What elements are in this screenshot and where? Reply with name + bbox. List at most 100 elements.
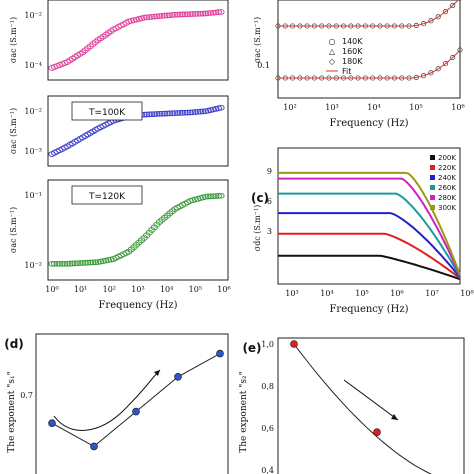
legend-b-item-2: 180K	[342, 57, 363, 66]
panel-b-xtick-label: 10⁴	[367, 103, 380, 112]
data-point-left_mid-45	[163, 110, 171, 117]
data-point-left_top-9	[71, 54, 79, 60]
data-point-left_mid-37	[143, 111, 151, 118]
panel-c-label: (c)	[251, 191, 269, 205]
data-point-left_mid-52	[181, 109, 189, 116]
data-point-left_top-54	[186, 11, 194, 17]
data-point-left_top-7	[66, 57, 74, 64]
panel-left_bot-label: T=120K	[88, 192, 126, 202]
data-point-b-0-44	[435, 14, 441, 20]
guide-arrow-e	[343, 379, 399, 421]
data-point-left_mid-48	[171, 110, 179, 116]
panel-b-ylabel: σac (S.m⁻¹)	[253, 17, 262, 63]
panel-left_bot-xtick-label: 10²	[103, 285, 116, 294]
panel-b-xtick-label: 10²	[283, 103, 296, 112]
series-line-e	[293, 343, 433, 474]
data-point-left_bot-5	[61, 260, 69, 267]
data-point-left_mid-66	[217, 104, 225, 111]
panel-left_mid-ytick-label: 10⁻²	[24, 107, 42, 116]
data-point-d-4	[216, 349, 224, 358]
legend-c-swatch-2	[430, 175, 435, 180]
panel-left_mid-ylabel: σac (S.m⁻¹)	[9, 108, 18, 154]
panel-left_top-ylabel: σac (S.m⁻¹)	[9, 17, 18, 63]
legend-c-swatch-0	[430, 155, 435, 160]
data-point-left_bot-66	[217, 192, 225, 199]
data-point-left_top-55	[189, 11, 197, 17]
panel-c-xtick-label: 10⁵	[355, 289, 368, 298]
legend-c-item-3: 260K	[438, 184, 456, 192]
legend-b-item-1: 160K	[342, 47, 363, 56]
data-point-d-0	[48, 419, 56, 428]
data-point-left_mid-38	[145, 111, 153, 118]
panel-b-xtick-label: 10⁶	[451, 103, 464, 112]
fit-line-b-1	[278, 49, 461, 79]
panel-c-frame	[277, 147, 461, 285]
data-point-left_mid-40	[150, 111, 159, 117]
data-point-b-0-40	[421, 21, 427, 27]
data-point-left_bot-2	[53, 260, 61, 267]
data-point-left_mid-39	[148, 111, 156, 118]
data-point-left_mid-46	[166, 110, 174, 117]
panel-c-xtick-label: 10⁷	[425, 289, 438, 298]
panel-c-ytick-label: 3	[267, 227, 272, 236]
legend-c-swatch-5	[430, 205, 435, 210]
panel-b-ytick-label: 0.1	[257, 61, 270, 70]
panel-left_bot-xtick-label: 10⁰	[45, 285, 58, 294]
panel-d-ylabel: The exponent "s₁"	[7, 371, 17, 452]
panel-b-xtick-label: 10³	[325, 103, 338, 112]
panel-left_bot-xtick-label: 10³	[131, 285, 144, 294]
data-point-left_mid-50	[176, 110, 184, 116]
data-point-left_mid-53	[184, 109, 192, 116]
legend-c-item-4: 280K	[438, 194, 456, 202]
data-point-left_bot-0	[48, 260, 56, 267]
data-point-left_mid-44	[160, 110, 169, 117]
arrowhead-e	[391, 414, 398, 420]
series-line-c-2	[278, 212, 461, 279]
data-point-e-1	[373, 428, 381, 437]
data-point-left_top-49	[173, 11, 182, 18]
data-point-left_top-20	[99, 33, 107, 40]
panel-left_bot-ytick-label: 10⁻²	[24, 261, 42, 270]
data-point-left_top-57	[194, 10, 202, 17]
legend-c-swatch-3	[430, 185, 435, 190]
legend-b-symbol: △	[329, 47, 336, 56]
panel-left_bot-ytick-label: 10⁻¹	[24, 191, 42, 200]
data-point-left_top-59	[199, 10, 207, 17]
series-line-d	[51, 353, 221, 448]
data-point-d-1	[90, 442, 98, 451]
panel-left_mid-ytick-label: 10⁻³	[24, 147, 42, 156]
panel-e-ytick-label: 0,4	[261, 466, 274, 474]
panel-left_bot-ylabel: σac (S.m⁻¹)	[9, 207, 18, 253]
data-point-left_top-11	[76, 50, 84, 57]
panel-left_bot-xtick-label: 10⁵	[189, 285, 202, 294]
data-point-left_bot-4	[58, 260, 66, 267]
data-point-left_top-58	[196, 10, 205, 17]
fit-line-b-0	[278, 0, 459, 27]
data-point-left_top-6	[63, 59, 72, 65]
panel-left_bot-xtick-label: 10¹	[74, 285, 87, 294]
data-point-b-1-46	[442, 61, 448, 67]
guide-arrow-d	[53, 369, 161, 431]
data-point-left_mid-42	[155, 110, 164, 117]
data-point-left_top-18	[94, 37, 102, 43]
panel-d-frame	[35, 333, 229, 474]
data-point-b-1-50	[457, 47, 463, 53]
data-point-left_top-19	[96, 35, 105, 42]
legend-b-symbol: ◇	[329, 57, 336, 66]
panel-left_bot-xtick-label: 10⁴	[160, 285, 173, 294]
data-point-b-0-42	[428, 18, 434, 24]
panel-c-xtick-label: 10⁴	[320, 289, 333, 298]
data-point-left_mid-41	[153, 111, 161, 117]
data-point-b-0-48	[450, 2, 456, 8]
legend-c-swatch-1	[430, 165, 435, 170]
panel-d-label: (d)	[4, 337, 24, 351]
legend-c-swatch-4	[430, 195, 435, 200]
panel-left_mid-label-box	[71, 101, 143, 121]
data-point-left_mid-51	[178, 109, 187, 116]
data-point-left_top-53	[184, 11, 192, 18]
data-point-left_top-51	[178, 11, 187, 18]
panel-b-xtick-label: 10⁵	[409, 103, 422, 112]
data-point-left_mid-49	[173, 110, 182, 116]
series-line-c-4	[278, 177, 461, 277]
panel-e-ytick-label: 0,6	[261, 424, 274, 433]
